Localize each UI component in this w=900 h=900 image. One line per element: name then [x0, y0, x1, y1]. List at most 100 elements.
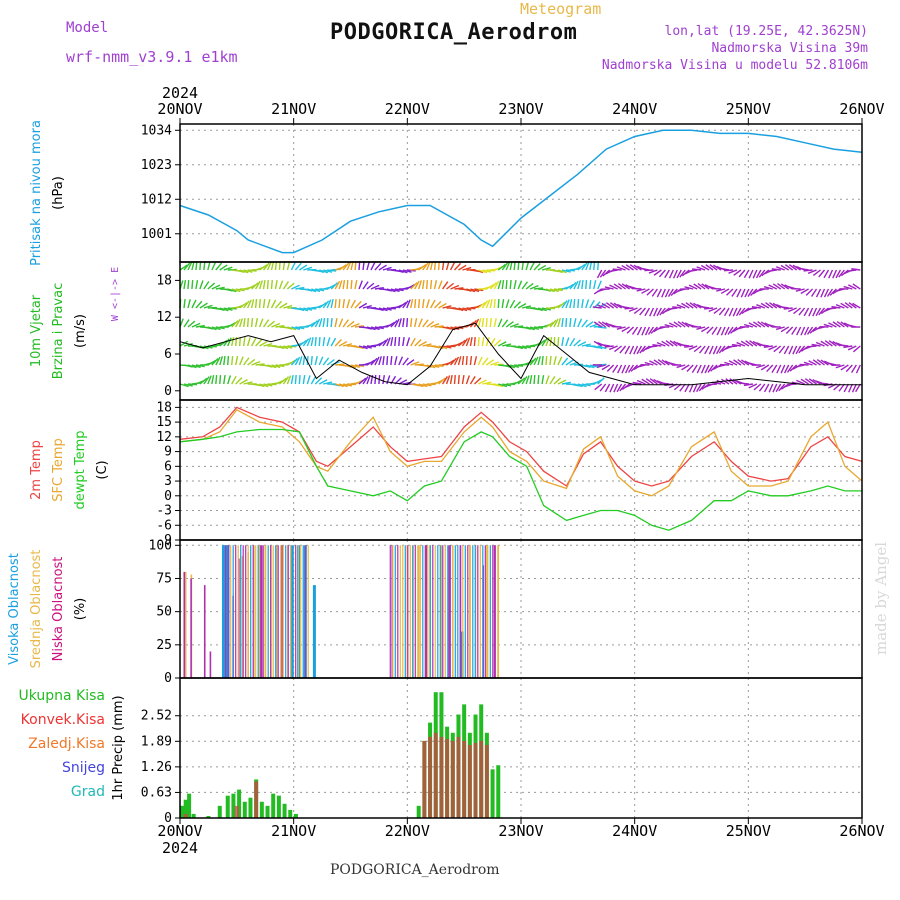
wind-arrow	[808, 307, 814, 317]
wind-arrow	[497, 341, 507, 347]
wind-arrow	[315, 269, 325, 274]
wind-arrow	[227, 322, 236, 328]
wind-arrow	[263, 364, 273, 368]
wind-arrow	[704, 307, 714, 310]
wind-arrow	[505, 261, 511, 271]
wind-arrow	[195, 364, 205, 368]
wind-arrow	[306, 321, 316, 328]
panel-frame-precip	[179, 677, 863, 819]
wind-arrow	[462, 307, 472, 311]
wind-arrow	[394, 336, 397, 347]
wind-arrow	[283, 345, 293, 349]
wind-arrow	[581, 383, 591, 387]
wind-arrow	[438, 345, 448, 350]
wind-arrow	[294, 262, 302, 271]
wind-arrow	[795, 288, 805, 292]
wind-arrow	[334, 383, 344, 388]
wind-arrow	[509, 299, 516, 309]
wind-arrow	[553, 356, 557, 366]
wind-arrow	[780, 283, 790, 290]
wind-arrow	[422, 319, 429, 328]
wind-arrow	[800, 288, 809, 295]
wind-arrow	[541, 307, 551, 311]
wind-arrow	[605, 302, 615, 309]
wind-arrow	[470, 288, 480, 293]
wind-arrow	[493, 339, 502, 347]
wind-arrow	[207, 359, 216, 366]
wind-arrow	[414, 318, 418, 328]
wind-arrow	[227, 375, 232, 385]
wind-arrow	[829, 288, 837, 296]
wind-arrow	[601, 302, 611, 309]
wind-arrow	[461, 338, 469, 347]
wind-arrow	[648, 345, 658, 348]
wind-arrow	[845, 364, 853, 373]
wind-arrow	[406, 283, 415, 290]
wind-arrow	[250, 317, 254, 328]
wind-arrow	[449, 261, 456, 271]
wind-arrow	[219, 356, 223, 366]
wind-arrow	[473, 356, 478, 366]
panel-frame-temperature	[179, 399, 863, 541]
wind-arrow	[330, 337, 337, 347]
precip-conv-bar	[234, 805, 239, 818]
wind-arrow	[238, 336, 242, 347]
y-axis-label-line: Srednja Oblacnost	[29, 550, 44, 669]
wind-arrow	[597, 326, 607, 329]
wind-arrow	[271, 364, 281, 369]
wind-arrow	[362, 376, 369, 385]
wind-arrow	[330, 317, 333, 328]
wind-arrow	[808, 360, 817, 366]
wind-arrow	[743, 269, 750, 279]
credit-watermark: made by Angel	[872, 541, 890, 655]
wind-arrow	[616, 266, 626, 271]
wind-arrow	[692, 383, 698, 393]
wind-arrow	[350, 279, 353, 290]
wind-arrow	[626, 326, 635, 334]
y-axis-label-line: (hPa)	[51, 176, 66, 210]
wind-arrow	[727, 326, 734, 335]
lonlat-label: lon,lat (19.25E, 42.3625N)	[664, 24, 869, 39]
wind-arrow	[314, 336, 317, 347]
wind-arrow	[271, 322, 281, 328]
wind-arrow	[342, 298, 346, 309]
wind-arrow	[649, 360, 658, 366]
wind-arrow	[529, 375, 533, 385]
wind-arrow	[763, 383, 770, 393]
wind-arrow	[667, 288, 674, 297]
wind-arrow	[701, 283, 710, 290]
wind-arrow	[338, 318, 344, 328]
wind-arrow	[179, 264, 188, 271]
year-label-top: 2024	[162, 84, 198, 102]
wind-arrow	[561, 357, 569, 366]
wind-arrow	[624, 345, 631, 355]
wind-arrow	[370, 357, 378, 366]
wind-arrow	[346, 299, 351, 309]
wind-arrow	[768, 345, 778, 351]
wind-arrow	[310, 375, 317, 385]
wind-arrow	[314, 356, 318, 366]
y-axis-label-line: 10m Vjetar	[29, 294, 44, 367]
wind-arrow	[649, 307, 655, 317]
wind-arrow	[749, 340, 758, 347]
wind-arrow	[453, 262, 462, 271]
wind-arrow	[758, 269, 766, 278]
x-tick-label-bottom: 23NOV	[498, 822, 543, 840]
wind-arrow	[179, 340, 189, 347]
precip-total-bar	[490, 769, 495, 818]
wind-arrow	[661, 359, 670, 366]
wind-arrow	[458, 264, 467, 271]
wind-arrow	[525, 261, 530, 271]
wind-arrow	[370, 261, 376, 271]
wind-arrow	[247, 358, 256, 366]
wind-arrow	[517, 280, 523, 290]
wind-arrow	[318, 336, 321, 347]
wind-arrow	[270, 299, 277, 309]
wind-arrow	[501, 279, 505, 290]
wind-arrow	[402, 336, 405, 347]
precip-total-bar	[282, 803, 287, 818]
wind-arrow	[529, 261, 536, 271]
wind-arrow	[573, 339, 581, 347]
wind-arrow	[628, 307, 638, 312]
wind-arrow	[298, 374, 301, 385]
